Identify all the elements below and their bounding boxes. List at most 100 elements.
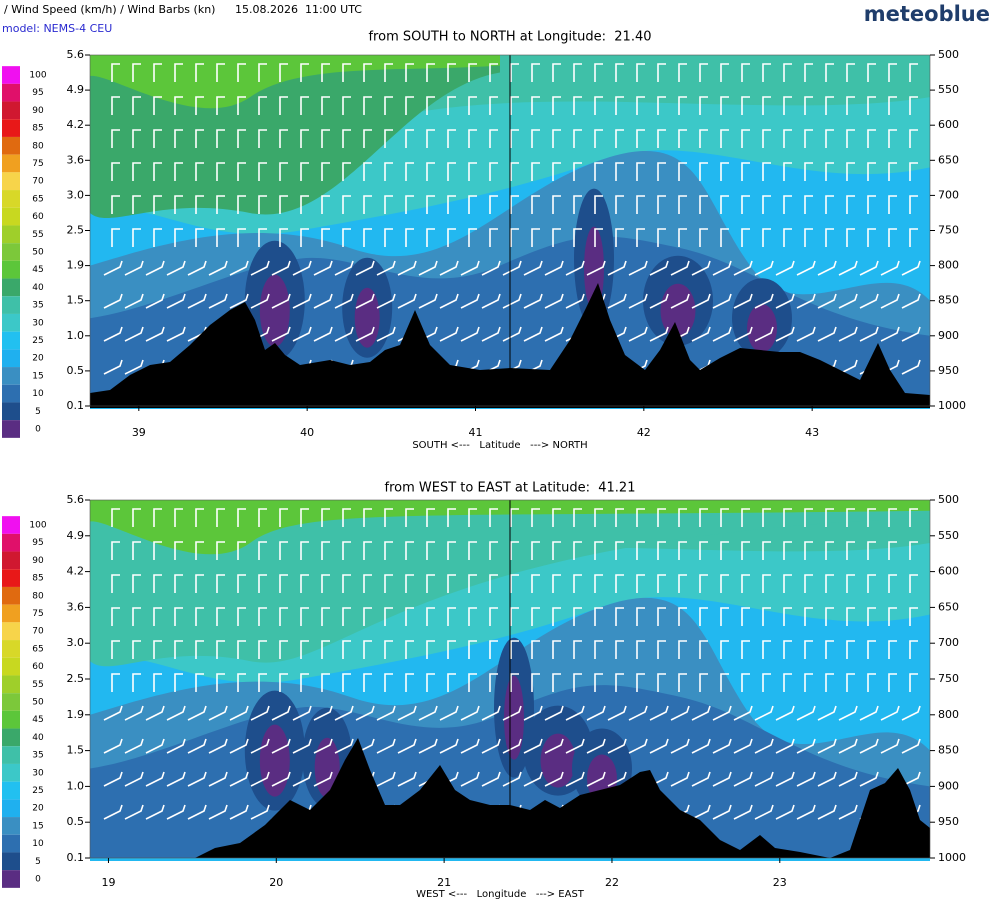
wind-barb [342,96,351,115]
barb [166,738,186,754]
wind-barb [783,96,792,115]
barb [300,162,309,181]
barb [909,63,918,82]
barb [754,705,774,721]
barb [699,228,708,247]
barb [804,63,813,82]
barb [300,228,309,247]
barb [166,260,186,276]
wind-barb [699,129,708,148]
wind-barb [447,574,456,593]
barb [292,260,312,276]
wind-barb [313,293,333,309]
barb [292,293,312,309]
wind-barb [174,96,183,115]
barb [153,63,162,82]
barb [460,705,480,721]
barb [321,508,330,527]
wind-barb [153,228,162,247]
barb [342,574,351,593]
barb [741,195,750,214]
wind-barb [775,326,795,342]
barb [838,326,858,342]
barb [615,574,624,593]
barb [817,260,837,276]
wind-barb [258,574,267,593]
barb [607,293,627,309]
barb [804,228,813,247]
wind-barb [447,129,456,148]
wind-barb [460,293,480,309]
wind-barb [321,195,330,214]
y-tick-label: 4.9 [67,83,85,96]
wind-barb [447,96,456,115]
barb [615,195,624,214]
wind-barb [573,541,582,560]
barb [867,195,876,214]
wind-barb [447,162,456,181]
barb [657,228,666,247]
wind-barb [397,293,417,309]
barb [838,771,858,787]
wind-barb [216,162,225,181]
barb [720,162,729,181]
wind-barb [258,508,267,527]
colorbar-label: 60 [32,662,44,672]
barb [720,129,729,148]
wind-barb [678,574,687,593]
barb [384,162,393,181]
wind-barb [901,359,921,375]
wind-barb [846,96,855,115]
wind-barb [258,195,267,214]
barb [124,326,144,342]
wind-barb [670,738,690,754]
barb [531,640,540,659]
barb [825,541,834,560]
wind-barb [166,771,186,787]
wind-barb [880,293,900,309]
y2-tick-label: 850 [938,744,959,757]
barb [300,195,309,214]
barb [859,293,879,309]
wind-barb [720,574,729,593]
wind-barb [426,129,435,148]
barb [153,673,162,692]
wind-barb [741,673,750,692]
barb [334,705,354,721]
barb [300,640,309,659]
barb [678,96,687,115]
barb [783,508,792,527]
wind-barb [901,326,921,342]
barb [258,640,267,659]
colorbar-swatch [2,172,20,191]
barb [510,195,519,214]
barb [754,804,774,820]
wind-barb [124,738,144,754]
barb [636,673,645,692]
barb [817,326,837,342]
wind-barb [859,293,879,309]
wind-barb [384,607,393,626]
barb [531,673,540,692]
wind-barb [397,771,417,787]
wind-barb [901,705,921,721]
barb [405,640,414,659]
model: model: NEMS-4 CEU [2,22,112,35]
wind-barb [103,804,123,820]
barb [208,260,228,276]
barb [657,673,666,692]
barb [888,607,897,626]
barb [363,640,372,659]
wind-barb [636,129,645,148]
colorbar-swatch [2,693,20,711]
barb [901,771,921,787]
barb [502,738,522,754]
wind-barb [678,195,687,214]
barb [783,574,792,593]
wind-barb [565,705,585,721]
barb [216,607,225,626]
wind-barb [531,508,540,527]
wind-barb [909,228,918,247]
wind-barb [783,640,792,659]
wind-barb [573,640,582,659]
